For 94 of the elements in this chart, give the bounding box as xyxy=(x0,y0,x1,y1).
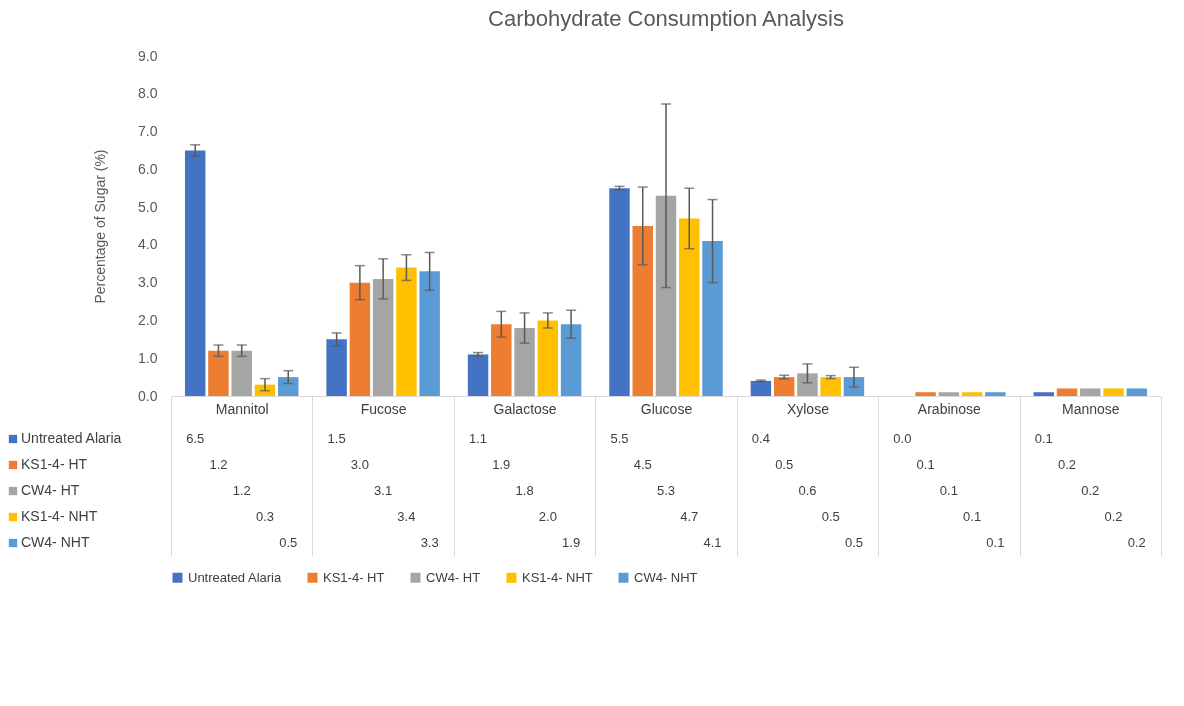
data-label: 0.0 xyxy=(893,431,912,446)
data-label: 0.5 xyxy=(821,509,840,524)
data-label: 0.3 xyxy=(255,509,275,524)
data-label: 1.1 xyxy=(469,431,488,446)
x-tick-label: Arabinose xyxy=(917,400,982,417)
bar xyxy=(820,377,841,396)
bar xyxy=(537,320,559,396)
bar xyxy=(750,380,772,396)
bar xyxy=(326,339,347,396)
data-label: 3.0 xyxy=(350,457,369,472)
y-tick-label: 8.0 xyxy=(138,85,158,102)
bar xyxy=(208,350,229,396)
bar xyxy=(372,278,394,396)
data-label: 3.3 xyxy=(420,535,439,550)
data-label: 3.4 xyxy=(397,509,416,524)
data-label: 3.1 xyxy=(374,483,393,498)
y-tick-label: 4.0 xyxy=(138,236,158,253)
legend-label: CW4- HT xyxy=(426,569,481,585)
text: CW4- NHT xyxy=(21,534,90,550)
data-label: 0.5 xyxy=(775,457,794,472)
y-tick-label: 5.0 xyxy=(138,198,158,215)
text: KS1-4- NHT xyxy=(21,508,98,524)
data-label: 0.1 xyxy=(916,457,935,472)
data-label: 0.1 xyxy=(1034,431,1053,446)
data-label: 2.0 xyxy=(538,509,557,524)
text: Untreated Alaria xyxy=(188,569,282,585)
bar xyxy=(349,282,371,396)
x-tick-label: Xylose xyxy=(786,400,830,417)
data-label: 0.5 xyxy=(844,535,863,550)
bar xyxy=(1080,388,1101,396)
data-label: 0.2 xyxy=(1104,509,1123,524)
x-tick-label: Mannitol xyxy=(215,400,269,417)
bar xyxy=(491,324,512,396)
bar xyxy=(655,195,677,396)
data-label: 0.4 xyxy=(751,431,770,446)
bar xyxy=(1056,388,1078,396)
bar xyxy=(938,392,960,396)
bar xyxy=(1033,392,1054,396)
y-tick-label: 3.0 xyxy=(138,274,158,291)
data-label: 0.1 xyxy=(986,535,1005,550)
data-label: 0.2 xyxy=(1081,483,1100,498)
bar xyxy=(915,392,936,396)
data-label: 0.2 xyxy=(1057,457,1077,472)
data-label: 4.1 xyxy=(703,535,722,550)
x-tick-label: Fucose xyxy=(360,400,407,417)
data-label: 0.2 xyxy=(1127,535,1146,550)
bar xyxy=(679,218,700,396)
data-label: 1.2 xyxy=(232,483,251,498)
data-label: 4.7 xyxy=(680,509,699,524)
x-tick-label: Glucose xyxy=(640,400,693,417)
bar xyxy=(797,373,818,396)
legend-label: Untreated Alaria xyxy=(21,430,122,446)
bar xyxy=(985,392,1006,396)
bar xyxy=(560,324,582,396)
bar xyxy=(632,226,653,396)
data-label: 1.2 xyxy=(209,457,228,472)
data-label: 0.1 xyxy=(963,509,982,524)
x-tick-label: Galactose xyxy=(493,400,557,417)
legend-label: KS1-4- HT xyxy=(21,456,88,472)
bar xyxy=(609,188,630,396)
data-label: 0.5 xyxy=(279,535,298,550)
bar xyxy=(231,350,252,396)
chart-title: Carbohydrate Consumption Analysis xyxy=(488,6,844,31)
bar xyxy=(419,271,440,396)
data-label: 1.5 xyxy=(327,431,346,446)
data-label: 5.5 xyxy=(610,431,629,446)
data-label: 5.3 xyxy=(656,483,676,498)
data-label: 1.8 xyxy=(515,483,534,498)
text: CW4- HT xyxy=(21,482,80,498)
bar xyxy=(184,150,206,396)
bar xyxy=(1126,388,1148,396)
y-tick-label: 6.0 xyxy=(138,160,158,177)
legend-label: KS1-4- NHT xyxy=(522,569,593,585)
y-axis-title: Percentage of Sugar (%) xyxy=(92,149,109,304)
bar xyxy=(396,267,417,396)
y-tick-label: 7.0 xyxy=(138,123,158,140)
y-tick-label: 2.0 xyxy=(138,311,158,328)
data-label: 1.9 xyxy=(562,535,581,550)
bar xyxy=(278,377,299,396)
bar xyxy=(1103,388,1124,396)
bar xyxy=(514,328,535,396)
bar xyxy=(702,241,723,396)
y-tick-label: 0.0 xyxy=(138,387,158,404)
x-tick-label: Mannose xyxy=(1061,400,1120,417)
y-tick-label: 1.0 xyxy=(138,349,158,366)
data-label: 6.5 xyxy=(186,431,205,446)
legend-label: CW4- NHT xyxy=(634,569,698,585)
data-label: 4.5 xyxy=(633,457,652,472)
data-label: 0.1 xyxy=(939,483,958,498)
bar xyxy=(961,392,983,396)
data-label: 1.9 xyxy=(492,457,511,472)
data-label: 0.6 xyxy=(798,483,817,498)
y-tick-label: 9.0 xyxy=(138,47,158,64)
text: KS1-4- HT xyxy=(323,569,385,585)
